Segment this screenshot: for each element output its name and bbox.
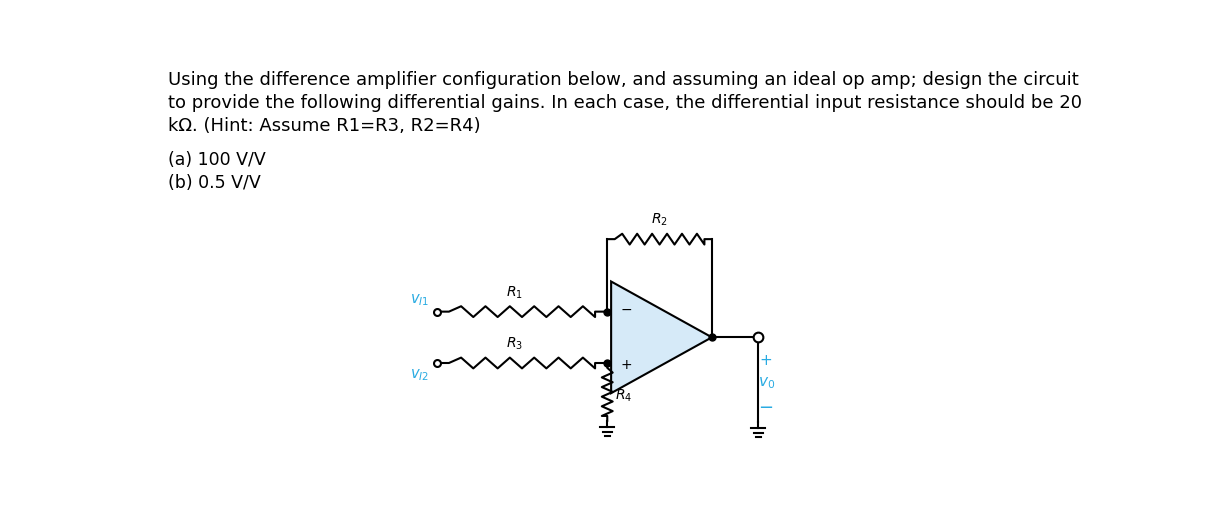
Text: $R_1$: $R_1$ <box>506 284 523 301</box>
Text: $\it{v}_{I2}$: $\it{v}_{I2}$ <box>410 367 428 383</box>
Text: $R_4$: $R_4$ <box>616 388 633 404</box>
Text: Using the difference amplifier configuration below, and assuming an ideal op amp: Using the difference amplifier configura… <box>167 71 1078 89</box>
Text: −: − <box>758 399 774 417</box>
Text: (b) 0.5 V/V: (b) 0.5 V/V <box>167 174 261 192</box>
Polygon shape <box>611 281 712 393</box>
Text: kΩ. (Hint: Assume R1=R3, R2=R4): kΩ. (Hint: Assume R1=R3, R2=R4) <box>167 117 480 135</box>
Text: $\it{v}_{I1}$: $\it{v}_{I1}$ <box>410 292 428 308</box>
Text: $\it{v}_0$: $\it{v}_0$ <box>757 376 774 391</box>
Text: (a) 100 V/V: (a) 100 V/V <box>167 150 266 169</box>
Text: to provide the following differential gains. In each case, the differential inpu: to provide the following differential ga… <box>167 95 1082 112</box>
Text: $R_3$: $R_3$ <box>506 336 523 352</box>
Text: $R_2$: $R_2$ <box>651 212 668 229</box>
Text: +: + <box>760 353 773 368</box>
Text: +: + <box>620 358 632 372</box>
Text: −: − <box>620 303 632 317</box>
